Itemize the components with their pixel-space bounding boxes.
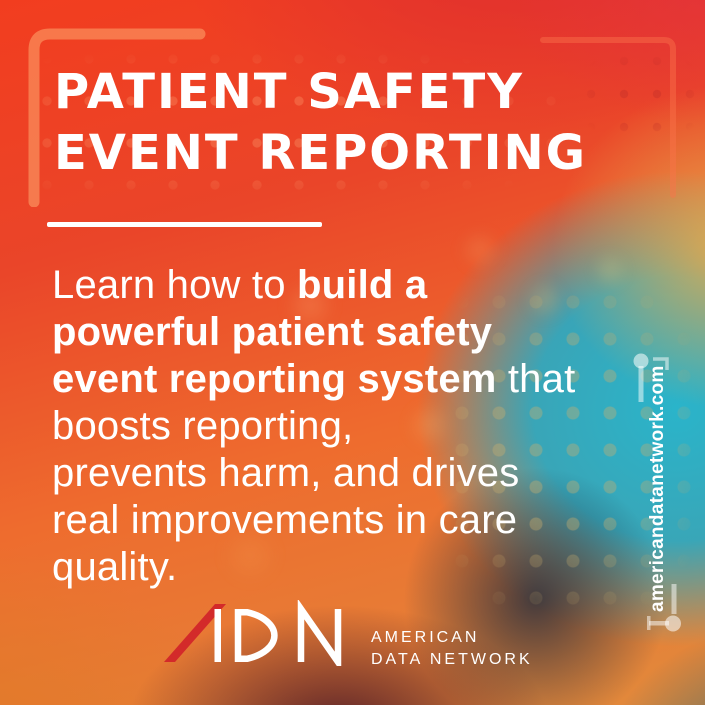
body-text-segment: that boosts reporting, prevents harm, an… <box>52 357 576 589</box>
website-url: americandatanetwork.com <box>647 365 668 612</box>
logo-wordmark: AMERICAN DATA NETWORK <box>371 627 533 671</box>
url-connector-top-icon <box>633 353 669 402</box>
corner-bracket-top-left-icon <box>28 28 206 207</box>
corner-bracket-top-right-icon <box>540 37 676 198</box>
logo-d-bowl <box>238 608 278 663</box>
url-connector-bottom-icon <box>647 584 681 632</box>
logo-red-slash <box>164 604 226 662</box>
body-text: Learn how to build a powerful patient sa… <box>52 262 612 591</box>
logo-wordmark-line1: AMERICAN <box>371 629 480 646</box>
body-text-bold-segment: build a powerful patient safety event re… <box>52 263 497 401</box>
page-title: PATIENT SAFETY EVENT REPORTING <box>54 64 588 181</box>
logo-n <box>297 600 342 666</box>
logo-wordmark-line2: DATA NETWORK <box>371 651 533 668</box>
title-divider <box>47 222 322 227</box>
adn-logo: AMERICAN DATA NETWORK <box>163 600 533 671</box>
logo-a-leg <box>214 609 221 662</box>
adn-logo-mark-icon <box>164 600 342 666</box>
body-text-segment: Learn how to <box>52 263 297 307</box>
